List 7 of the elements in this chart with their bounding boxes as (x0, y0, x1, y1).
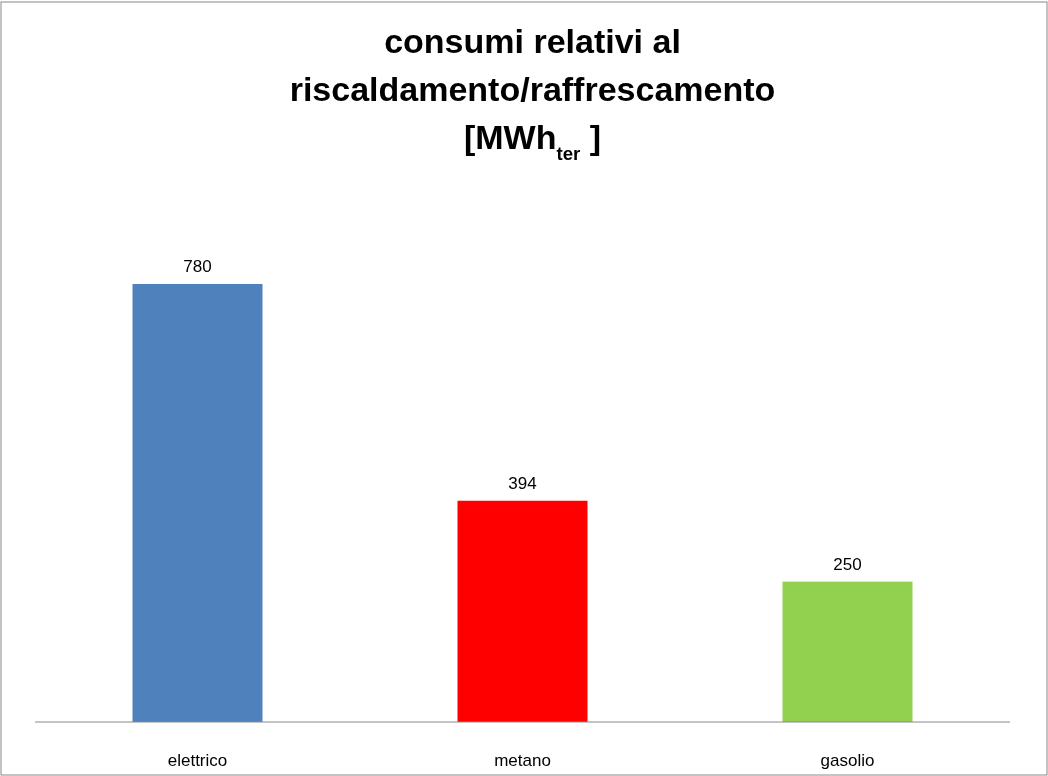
chart-title: consumi relativi al riscaldamento/raffrescamento [MWh$_{ter}$ ] (289, 22, 776, 164)
data-label: 780 (183, 257, 212, 276)
x-tick-label: metano (494, 751, 551, 770)
data-label: 250 (833, 554, 862, 574)
x-tick-label: gasolio (820, 751, 875, 770)
x-tick-label: elettrico (167, 751, 228, 770)
data-label: 394 (508, 473, 537, 493)
